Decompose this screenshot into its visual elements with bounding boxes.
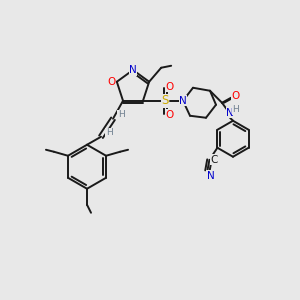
- Text: C: C: [211, 155, 218, 165]
- Text: S: S: [161, 94, 169, 107]
- Text: N: N: [129, 65, 137, 75]
- Text: N: N: [179, 96, 187, 106]
- Text: O: O: [166, 82, 174, 92]
- Text: N: N: [206, 171, 214, 181]
- Text: H: H: [106, 128, 112, 137]
- Text: O: O: [166, 110, 174, 120]
- Text: O: O: [232, 91, 240, 101]
- Text: H: H: [232, 105, 239, 114]
- Text: O: O: [108, 77, 116, 87]
- Text: H: H: [118, 110, 124, 119]
- Text: N: N: [226, 108, 234, 118]
